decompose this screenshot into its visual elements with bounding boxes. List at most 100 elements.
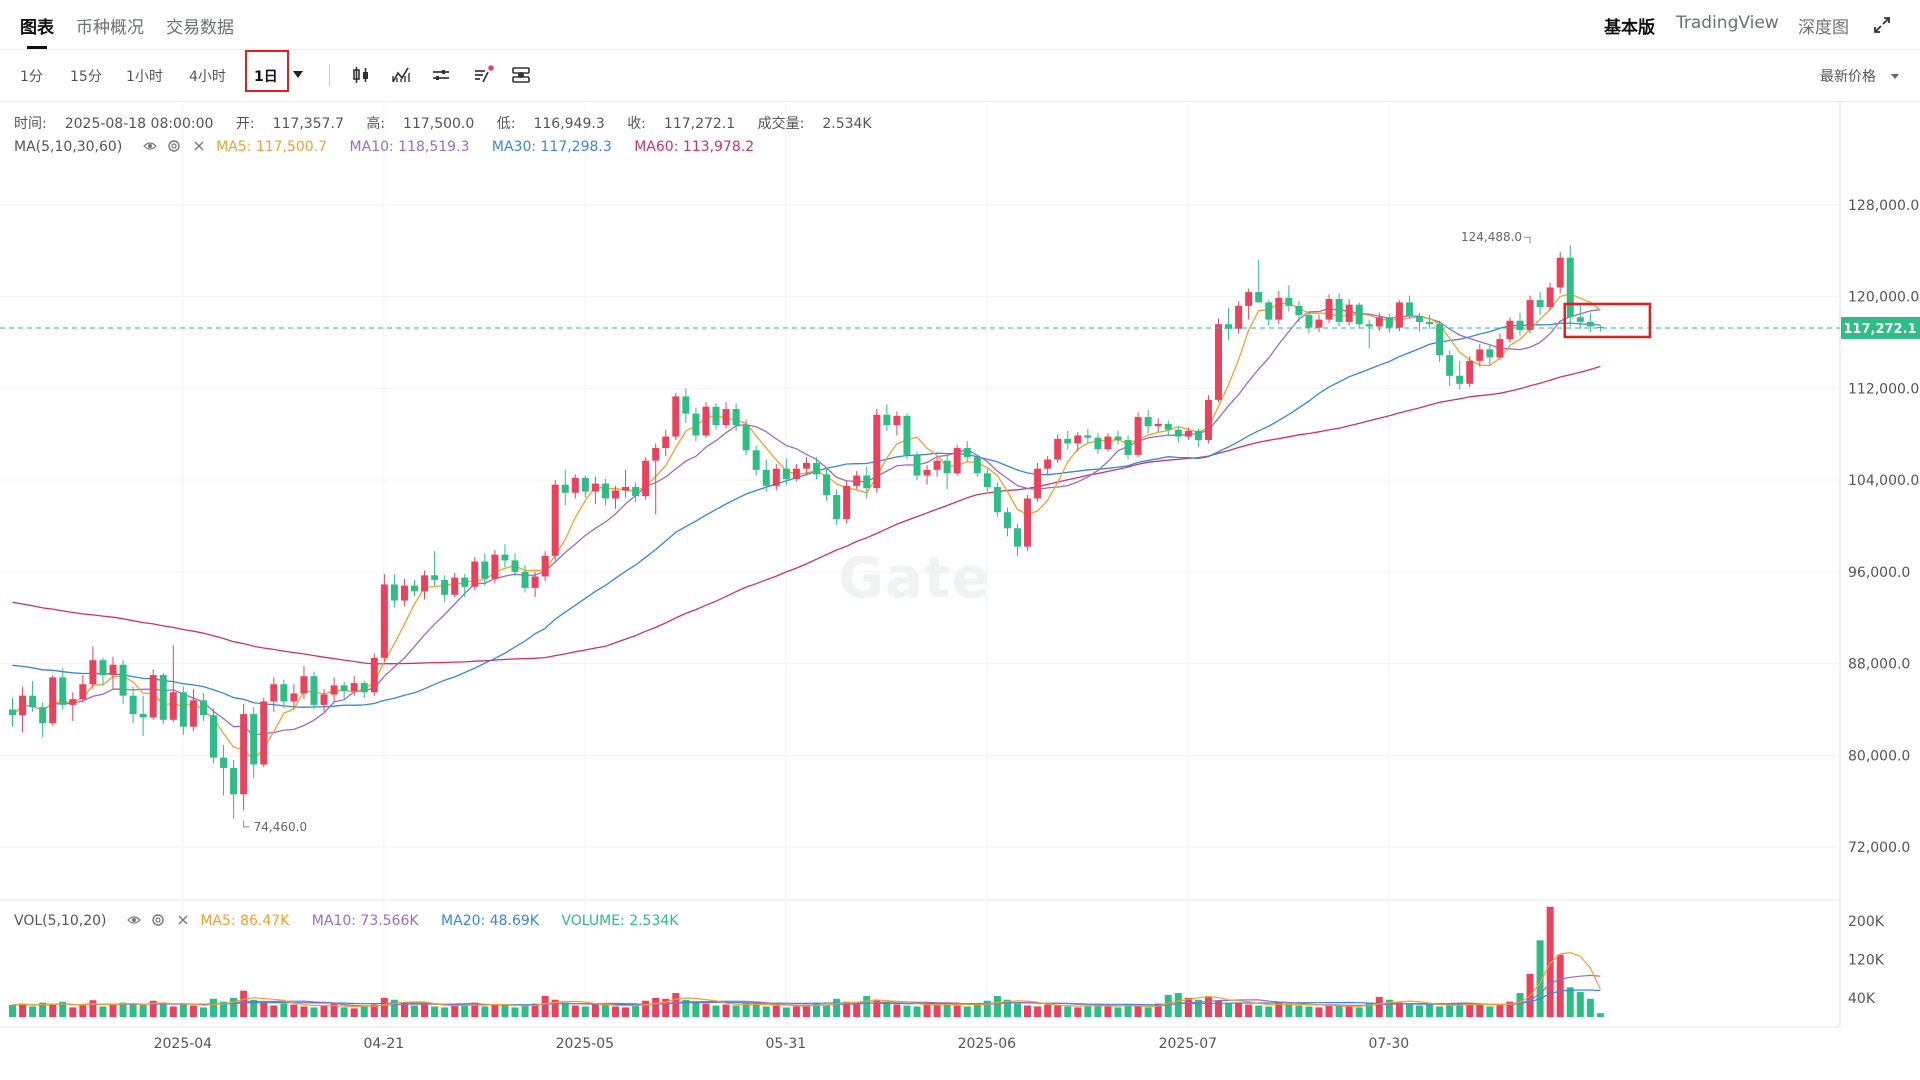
- interval-1h[interactable]: 1小时: [126, 69, 163, 85]
- vol-volume-value: VOLUME: 2.534K: [561, 913, 679, 929]
- candle-body: [1064, 438, 1072, 444]
- volume-bar: [49, 1004, 57, 1017]
- volume-bar: [1204, 996, 1212, 1017]
- volume-bar: [1426, 1004, 1434, 1017]
- volume-bar: [99, 1006, 107, 1017]
- vol-settings-icon[interactable]: [151, 913, 165, 927]
- candle-body: [1305, 315, 1313, 328]
- interval-15m[interactable]: 15分: [70, 69, 102, 85]
- high-value: 117,500.0: [403, 116, 475, 132]
- candle-body: [1496, 339, 1504, 358]
- candle-body: [39, 707, 47, 724]
- candle-body: [1184, 430, 1192, 437]
- price-tick-label: 104,000.0: [1848, 473, 1919, 489]
- volume-bar: [1225, 1003, 1233, 1017]
- candle-body: [772, 468, 780, 486]
- candle-body: [441, 579, 449, 595]
- volume-bar: [1536, 940, 1544, 1017]
- volume-bar: [682, 999, 690, 1017]
- candle-body: [1576, 317, 1584, 322]
- candle-body: [591, 483, 599, 492]
- candle-body: [89, 660, 97, 685]
- price-type-select[interactable]: 最新价格: [1820, 69, 1876, 85]
- volume-bar: [210, 998, 217, 1017]
- time-value: 2025-08-18 08:00:00: [64, 116, 214, 132]
- volume-bar: [652, 997, 660, 1017]
- volume-bar: [1486, 1006, 1494, 1017]
- candlestick-type-icon[interactable]: [350, 64, 372, 86]
- candle-body: [471, 561, 479, 587]
- volume-bar: [320, 1005, 328, 1017]
- drawing-tools-icon[interactable]: [472, 64, 494, 86]
- volume-bar: [752, 1003, 760, 1017]
- tab-trade-data[interactable]: 交易数据: [166, 18, 234, 38]
- candle-body: [531, 576, 539, 588]
- view-depth[interactable]: 深度图: [1798, 18, 1849, 38]
- interval-1d[interactable]: 1日: [254, 69, 278, 85]
- interval-4h[interactable]: 4小时: [189, 69, 226, 85]
- volume-bar: [511, 1007, 519, 1017]
- volume-bar: [1245, 1004, 1253, 1017]
- high-marker-arrow: [1524, 236, 1531, 244]
- candle-body: [260, 701, 268, 765]
- candle-body: [632, 487, 640, 497]
- time-label: 时间:: [14, 116, 47, 132]
- volume-bar: [491, 1004, 499, 1017]
- vol-eye-icon[interactable]: [127, 913, 141, 927]
- close-label: 收:: [627, 116, 646, 132]
- candle-body: [1456, 375, 1464, 384]
- volume-bar: [350, 1008, 358, 1017]
- volume-bar: [310, 1007, 318, 1017]
- volume-bar: [300, 1006, 308, 1017]
- expand-icon[interactable]: [1872, 15, 1892, 35]
- volume-bar: [591, 1003, 599, 1017]
- candle-body: [1506, 320, 1514, 340]
- volume-bar: [240, 990, 248, 1017]
- volume-bar: [159, 1002, 167, 1017]
- view-basic[interactable]: 基本版: [1604, 18, 1655, 38]
- interval-dropdown-caret-icon[interactable]: [293, 71, 303, 78]
- candle-body: [380, 584, 388, 658]
- candle-body: [59, 677, 67, 705]
- view-tradingview[interactable]: TradingView: [1676, 13, 1779, 33]
- eye-icon[interactable]: [142, 139, 157, 153]
- current-price-tag-label: 117,272.1: [1843, 322, 1916, 337]
- volume-bar: [933, 1004, 941, 1017]
- price-type-caret-icon[interactable]: [1891, 74, 1899, 79]
- vol-close-icon[interactable]: [176, 913, 190, 927]
- candle-body: [1154, 423, 1162, 427]
- volume-bar: [421, 1003, 429, 1017]
- close-value: 117,272.1: [663, 116, 736, 132]
- candle-body: [461, 577, 469, 587]
- candle-body: [1295, 305, 1303, 316]
- volume-bar: [29, 1006, 37, 1017]
- chart-template-icon[interactable]: [510, 64, 532, 86]
- price-tick-label: 72,000.0: [1848, 840, 1910, 856]
- candle-body: [501, 554, 509, 561]
- candle-body: [1034, 468, 1042, 499]
- volume-bar: [1355, 1007, 1363, 1017]
- candle-body: [571, 477, 579, 493]
- candle-body: [220, 757, 228, 768]
- candle-body: [903, 415, 911, 455]
- interval-1m[interactable]: 1分: [20, 69, 43, 85]
- candle-body: [1315, 319, 1323, 328]
- candle-body: [1385, 317, 1393, 328]
- indicator-icon[interactable]: [390, 64, 412, 86]
- volume-bar: [1024, 1005, 1032, 1017]
- close-icon[interactable]: [192, 139, 206, 153]
- settings-icon[interactable]: [167, 139, 181, 153]
- candlestick-chart[interactable]: 128,000.0 120,000.0 112,000.0 104,000.0 96,0…: [0, 102, 1920, 1080]
- candle-body: [511, 560, 519, 572]
- candle-body: [1225, 324, 1233, 329]
- tab-chart[interactable]: 图表: [20, 18, 54, 38]
- volume-bar: [571, 1005, 579, 1017]
- volume-bar: [712, 1005, 720, 1017]
- candle-body: [802, 462, 810, 469]
- candle-body: [280, 684, 288, 702]
- volume-bar: [179, 1004, 187, 1017]
- volume-bar: [1144, 1007, 1152, 1017]
- tab-coin-overview[interactable]: 币种概况: [76, 18, 144, 38]
- high-marker-label: 124,488.0: [1461, 230, 1522, 244]
- settings-sliders-icon[interactable]: [430, 64, 452, 86]
